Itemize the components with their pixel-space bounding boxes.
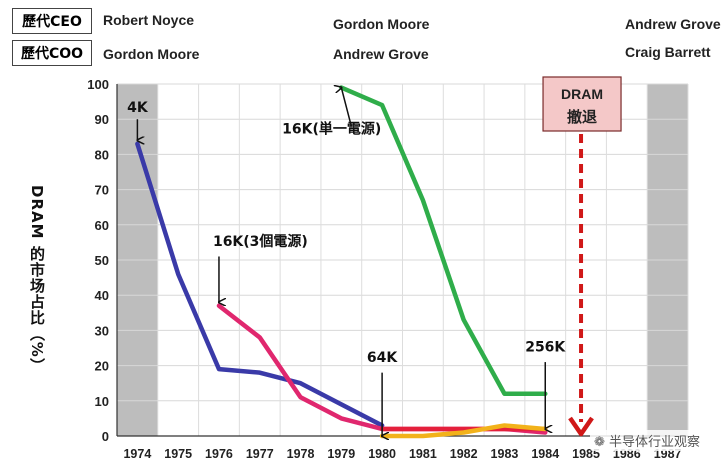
x-tick-label: 1981: [409, 447, 437, 461]
wechat-icon: ❁: [593, 435, 605, 450]
ceo-label: 歷代CEO: [22, 14, 82, 30]
x-tick-label: 1976: [205, 447, 233, 461]
annotation-label-3: 64K: [367, 350, 398, 366]
y-tick-label: 0: [102, 429, 109, 444]
x-tick-label: 1983: [491, 447, 519, 461]
annotation-label-4: 256K: [525, 340, 566, 356]
x-tick-label: 1974: [123, 447, 151, 461]
y-tick-label: 100: [87, 77, 109, 92]
coo-label-box: 歷代COO: [12, 40, 92, 66]
y-tick-label: 90: [95, 112, 109, 127]
ceo-name-3: Andrew Grove: [625, 16, 721, 32]
x-tick-label: 1978: [287, 447, 315, 461]
dram-exit-box: [542, 76, 622, 132]
y-tick-label: 30: [95, 323, 109, 338]
ceo-name-1: Robert Noyce: [103, 12, 195, 28]
x-tick-label: 1977: [246, 447, 274, 461]
x-tick-label: 1979: [327, 447, 355, 461]
y-axis-label: DRAM 的市场占比（%）: [28, 185, 46, 374]
ceo-name-2: Gordon Moore: [333, 16, 430, 32]
coo-name-2: Andrew Grove: [333, 46, 429, 62]
watermark: ❁ 半导体行业观察: [589, 430, 704, 451]
y-tick-label: 80: [95, 147, 109, 162]
annotation-label-0: 4K: [127, 100, 149, 116]
series-line-0: [135, 141, 385, 428]
x-tick-label: 1984: [531, 447, 559, 461]
watermark-text: 半导体行业观察: [608, 435, 700, 450]
annotation-label-1: 16K(3個電源): [213, 233, 308, 250]
y-tick-label: 10: [95, 394, 109, 409]
dram-exit-arrowhead: [568, 416, 594, 437]
y-tick-label: 40: [95, 288, 109, 303]
dram-exit-label-1: DRAM: [561, 86, 603, 102]
y-tick-label: 70: [95, 183, 109, 198]
x-tick-label: 1982: [450, 447, 478, 461]
y-tick-label: 60: [95, 218, 109, 233]
ceo-label-box: 歷代CEO: [12, 8, 92, 34]
coo-name-1: Gordon Moore: [103, 46, 200, 62]
y-tick-label: 20: [95, 359, 109, 374]
x-tick-label: 1980: [368, 447, 396, 461]
annotation-arrow-2: [341, 88, 353, 127]
series-line-4: [379, 423, 548, 439]
dram-exit-label-2: 撤退: [567, 108, 597, 126]
coo-label: 歷代COO: [20, 46, 84, 62]
annotation-label-2: 16K(単一電源): [282, 120, 381, 137]
y-tick-label: 50: [95, 253, 109, 268]
series-line-2: [339, 85, 548, 397]
x-tick-label: 1975: [164, 447, 192, 461]
coo-name-3: Craig Barrett: [625, 44, 711, 60]
